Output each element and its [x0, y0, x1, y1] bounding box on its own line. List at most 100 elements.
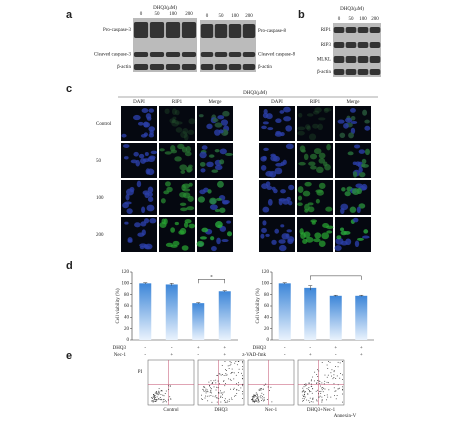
cell: [164, 151, 172, 155]
band: [214, 24, 228, 38]
cell: [297, 126, 306, 131]
cell: [222, 110, 230, 117]
cell: [261, 125, 267, 130]
event: [216, 397, 217, 399]
event: [209, 385, 210, 387]
event: [329, 361, 331, 363]
event: [240, 387, 242, 389]
event: [154, 395, 156, 396]
event: [324, 380, 326, 382]
cell: [274, 132, 283, 137]
lane-label: 200: [371, 17, 379, 22]
event: [223, 391, 225, 393]
event: [204, 387, 206, 388]
event: [259, 396, 261, 398]
row-label: Pro-caspase-8: [258, 29, 287, 34]
cell: [172, 240, 180, 246]
event: [324, 395, 326, 396]
condition-sign: -: [144, 346, 146, 351]
event: [155, 400, 157, 402]
cell: [138, 153, 145, 159]
cell: [355, 161, 361, 167]
y-tick-label: 40: [124, 315, 130, 320]
cell: [316, 166, 324, 174]
event: [334, 395, 335, 397]
event: [225, 369, 226, 371]
event: [259, 389, 261, 391]
cell: [163, 190, 170, 195]
cell: [206, 161, 214, 168]
significance-bracket: [310, 275, 362, 280]
event: [242, 362, 243, 364]
event: [154, 398, 156, 400]
condition-sign: +: [309, 353, 312, 358]
event: [251, 399, 252, 401]
event: [212, 382, 214, 383]
cell: [185, 146, 191, 153]
event: [229, 361, 231, 362]
x-axis-label: Annexin-V: [334, 414, 357, 419]
event: [211, 401, 213, 403]
cell: [209, 204, 218, 210]
event: [321, 387, 323, 389]
column-label: Merge: [209, 100, 223, 105]
band: [133, 22, 149, 38]
bar: [139, 283, 152, 340]
y-axis-label: PI: [138, 370, 143, 375]
y-tick-label: 60: [124, 304, 130, 309]
band: [333, 56, 345, 63]
event: [159, 397, 161, 398]
cell: [159, 148, 165, 152]
cell: [283, 116, 292, 122]
cell: [148, 133, 155, 138]
row-label: Cleaved caspase-8: [258, 53, 296, 58]
cell: [207, 189, 212, 194]
cell: [362, 109, 368, 116]
cell: [169, 118, 176, 124]
cell: [217, 180, 224, 188]
cell: [282, 198, 290, 205]
event: [260, 389, 262, 391]
cell: [141, 229, 146, 236]
event: [219, 373, 221, 375]
band: [181, 64, 197, 70]
cell: [339, 227, 345, 232]
cell: [317, 123, 324, 131]
event: [233, 372, 235, 374]
lane-label: 50: [155, 12, 161, 17]
condition-sign: +: [360, 353, 363, 358]
cell: [200, 168, 206, 173]
event: [254, 395, 255, 396]
event: [262, 389, 264, 390]
y-tick-label: 0: [127, 338, 130, 343]
event: [260, 397, 262, 399]
event: [216, 401, 218, 403]
event: [162, 401, 164, 403]
cell: [135, 159, 140, 167]
event: [304, 384, 305, 385]
event: [333, 377, 335, 378]
event: [216, 375, 218, 376]
event: [158, 388, 160, 390]
cell: [282, 159, 287, 165]
event: [158, 393, 160, 395]
event: [258, 390, 260, 391]
event: [161, 390, 163, 392]
bar: [355, 295, 368, 340]
cell: [286, 229, 292, 233]
band: [333, 42, 345, 48]
event: [165, 390, 167, 392]
cell: [217, 115, 225, 120]
cell: [350, 127, 356, 135]
panel-label: c: [66, 83, 72, 95]
event: [317, 380, 319, 381]
band: [149, 22, 165, 38]
event: [342, 386, 343, 388]
cell: [352, 161, 357, 166]
cell: [285, 125, 293, 132]
cell: [215, 221, 223, 229]
event: [306, 384, 307, 386]
event: [230, 362, 232, 363]
event: [242, 393, 243, 395]
row-label: RIP3: [321, 43, 332, 48]
